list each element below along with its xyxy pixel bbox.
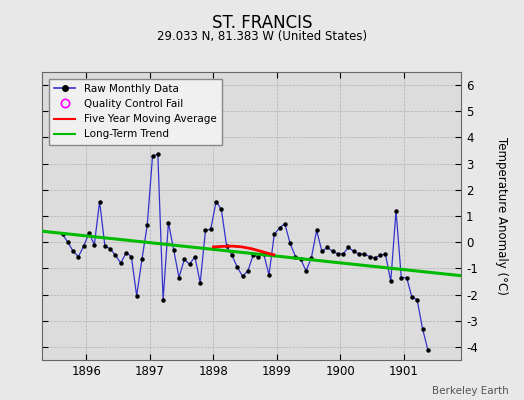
Text: 29.033 N, 81.383 W (United States): 29.033 N, 81.383 W (United States) (157, 30, 367, 43)
Legend: Raw Monthly Data, Quality Control Fail, Five Year Moving Average, Long-Term Tren: Raw Monthly Data, Quality Control Fail, … (49, 79, 222, 145)
Y-axis label: Temperature Anomaly (°C): Temperature Anomaly (°C) (495, 137, 508, 295)
Text: ST. FRANCIS: ST. FRANCIS (212, 14, 312, 32)
Text: Berkeley Earth: Berkeley Earth (432, 386, 508, 396)
